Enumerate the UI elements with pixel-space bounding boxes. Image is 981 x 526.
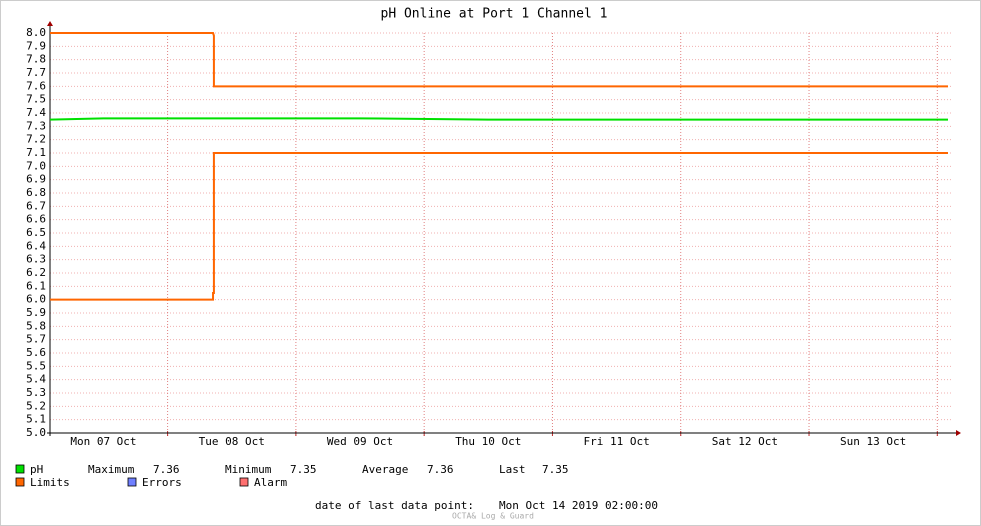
y-tick-label: 5.8 <box>26 319 46 332</box>
x-tick-label: Sun 13 Oct <box>840 435 906 448</box>
y-tick-label: 5.2 <box>26 399 46 412</box>
y-tick-label: 7.3 <box>26 119 46 132</box>
y-tick-label: 6.3 <box>26 253 46 266</box>
stat-value: 7.36 <box>153 463 180 476</box>
y-tick-label: 6.4 <box>26 239 46 252</box>
y-tick-label: 5.5 <box>26 359 46 372</box>
series-line <box>50 32 948 301</box>
legend-swatch <box>127 477 137 487</box>
y-tick-label: 8.0 <box>26 26 46 39</box>
y-tick-label: 5.6 <box>26 346 46 359</box>
y-tick-label: 7.1 <box>26 146 46 159</box>
x-tick-label: Thu 10 Oct <box>455 435 521 448</box>
x-tick-label: Fri 11 Oct <box>583 435 649 448</box>
legend-label: Limits <box>30 476 70 489</box>
y-tick-label: 7.7 <box>26 66 46 79</box>
y-tick-label: 6.9 <box>26 173 46 186</box>
y-tick-label: 7.6 <box>26 79 46 92</box>
legend-swatch <box>239 477 249 487</box>
legend-label: Errors <box>142 476 182 489</box>
y-tick-label: 7.2 <box>26 133 46 146</box>
stat-label: Average <box>362 463 408 476</box>
footer-value: Mon Oct 14 2019 02:00:00 <box>499 499 658 512</box>
legend-swatch <box>15 477 25 487</box>
y-tick-label: 5.7 <box>26 333 46 346</box>
y-tick-label: 6.1 <box>26 279 46 292</box>
y-tick-label: 5.4 <box>26 373 46 386</box>
y-tick-label: 7.5 <box>26 93 46 106</box>
stat-value: 7.36 <box>427 463 454 476</box>
stat-label: Minimum <box>225 463 272 476</box>
axis-arrow <box>956 430 961 436</box>
x-tick-label: Sat 12 Oct <box>712 435 778 448</box>
y-tick-label: 6.6 <box>26 213 46 226</box>
y-tick-label: 6.5 <box>26 226 46 239</box>
legend-swatch <box>15 464 25 474</box>
y-tick-label: 5.9 <box>26 306 46 319</box>
x-tick-label: Tue 08 Oct <box>199 435 265 448</box>
legend-label: Alarm <box>254 476 287 489</box>
y-tick-label: 7.4 <box>26 106 46 119</box>
y-tick-label: 6.8 <box>26 186 46 199</box>
watermark: OCTA& Log & Guard <box>452 512 534 521</box>
chart-title: pH Online at Port 1 Channel 1 <box>381 7 608 22</box>
y-tick-label: 6.7 <box>26 199 46 212</box>
stat-label: Maximum <box>88 463 135 476</box>
stat-label: Last <box>499 463 526 476</box>
series-line <box>49 117 948 121</box>
y-tick-label: 6.0 <box>26 293 46 306</box>
y-tick-label: 7.9 <box>26 39 46 52</box>
stat-value: 7.35 <box>290 463 317 476</box>
footer-label: date of last data point: <box>315 499 474 512</box>
legend-label: pH <box>30 463 43 476</box>
x-tick-label: Mon 07 Oct <box>70 435 136 448</box>
y-tick-label: 5.1 <box>26 413 46 426</box>
y-tick-label: 6.2 <box>26 266 46 279</box>
stat-value: 7.35 <box>542 463 569 476</box>
axis-arrow <box>47 21 53 26</box>
y-tick-label: 7.8 <box>26 53 46 66</box>
x-tick-label: Wed 09 Oct <box>327 435 393 448</box>
y-tick-label: 7.0 <box>26 159 46 172</box>
y-tick-label: 5.0 <box>26 426 46 439</box>
y-tick-label: 5.3 <box>26 386 46 399</box>
